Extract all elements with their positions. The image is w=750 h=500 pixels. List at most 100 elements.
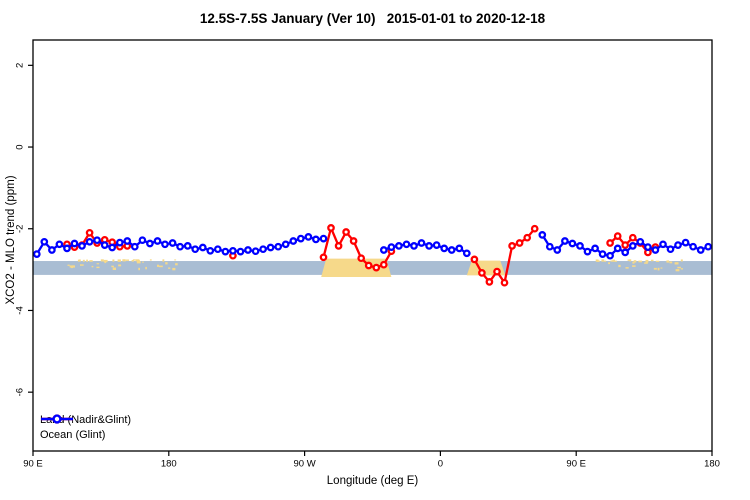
data-point: [138, 236, 147, 245]
data-point: [681, 238, 690, 247]
land-speckle: [96, 266, 100, 269]
land-speckle: [614, 260, 617, 262]
land-speckle: [132, 259, 136, 261]
data-point: [628, 242, 637, 250]
data-point: [63, 244, 71, 253]
data-point: [440, 244, 449, 253]
land-speckle: [145, 266, 147, 270]
data-point: [478, 269, 486, 277]
data-point: [266, 243, 275, 252]
land-speckle: [138, 267, 140, 271]
data-point: [304, 233, 313, 241]
data-point: [146, 239, 154, 248]
data-point: [108, 243, 117, 252]
data-point: [576, 242, 584, 250]
data-point: [523, 233, 532, 242]
data-point: [176, 242, 184, 251]
data-point: [545, 242, 554, 251]
data-point: [591, 244, 599, 253]
land-speckle: [78, 259, 81, 261]
land-speckle: [135, 259, 140, 262]
land-speckle: [604, 260, 607, 262]
data-point: [402, 240, 411, 249]
land-speckle: [96, 263, 100, 265]
land-speckle: [632, 261, 635, 264]
data-point: [364, 261, 373, 270]
land-speckle: [72, 265, 75, 268]
data-point: [379, 260, 388, 269]
data-point: [425, 242, 433, 250]
data-point: [161, 240, 169, 249]
land-speckle: [610, 260, 613, 262]
data-point: [606, 251, 614, 260]
land-speckle: [650, 259, 654, 262]
land-block: [321, 258, 392, 277]
data-point: [55, 240, 64, 249]
x-tick-label: 0: [438, 459, 443, 470]
data-point: [153, 237, 162, 245]
x-tick-label: 90 W: [294, 459, 316, 470]
land-speckle: [172, 267, 176, 271]
data-point: [606, 239, 614, 247]
legend-label-ocean: Ocean (Glint): [40, 429, 106, 441]
data-point: [372, 263, 381, 272]
data-point: [568, 239, 577, 248]
land-speckle: [142, 261, 144, 263]
land-speckle: [165, 262, 168, 265]
land-speckle: [618, 264, 621, 268]
land-speckle: [112, 259, 115, 262]
data-point: [281, 240, 290, 249]
data-point: [115, 238, 124, 247]
data-point: [349, 237, 358, 245]
land-speckle: [80, 264, 84, 266]
data-point: [100, 241, 109, 249]
land-speckle: [625, 267, 629, 269]
land-speckle: [660, 267, 663, 269]
data-point: [561, 237, 569, 245]
data-point: [387, 243, 396, 251]
data-point: [168, 239, 177, 247]
land-speckle: [149, 259, 152, 261]
data-point: [508, 242, 516, 250]
data-point: [636, 237, 645, 246]
land-speckle: [112, 267, 116, 270]
land-speckle: [174, 259, 177, 261]
data-point: [485, 278, 494, 286]
land-speckle: [70, 266, 73, 269]
data-point: [553, 246, 562, 254]
data-point: [342, 228, 350, 236]
land-speckle: [669, 261, 673, 264]
land-speckle: [655, 260, 660, 262]
data-point: [530, 224, 539, 233]
data-point: [334, 242, 343, 250]
data-point: [538, 231, 547, 239]
data-point: [32, 250, 41, 258]
data-point: [395, 242, 403, 250]
data-point: [666, 245, 675, 254]
land-speckle: [86, 259, 88, 262]
data-point: [500, 278, 509, 287]
land-speckle: [91, 265, 94, 268]
land-speckle: [67, 264, 70, 266]
data-point: [48, 246, 56, 254]
data-point: [447, 246, 456, 254]
x-tick-label: 90 E: [566, 459, 586, 470]
land-speckle: [136, 261, 141, 264]
land-speckle: [612, 259, 615, 262]
x-tick-label: 180: [704, 459, 720, 470]
data-point: [689, 242, 697, 251]
data-point: [296, 234, 305, 243]
data-point: [696, 246, 705, 254]
land-speckle: [158, 265, 163, 268]
data-point: [78, 242, 86, 250]
data-point: [40, 237, 49, 246]
data-point: [183, 242, 192, 250]
x-tick-label: 180: [161, 459, 177, 470]
data-point: [70, 239, 79, 248]
land-speckle: [103, 259, 108, 263]
data-point: [470, 255, 479, 264]
land-speckle: [674, 262, 679, 265]
data-point: [93, 236, 101, 245]
